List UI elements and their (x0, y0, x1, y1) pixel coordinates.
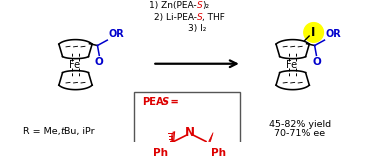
Text: I: I (311, 26, 315, 39)
Text: 1) Zn(PEA-: 1) Zn(PEA- (149, 1, 197, 10)
Text: S: S (197, 1, 203, 10)
Text: S: S (162, 97, 169, 107)
Text: N: N (185, 126, 195, 139)
Circle shape (304, 23, 324, 42)
Text: Fe: Fe (286, 60, 297, 70)
Text: =: = (167, 97, 178, 107)
Text: O: O (312, 57, 321, 67)
Text: OR: OR (325, 29, 341, 39)
Text: R = Me,: R = Me, (23, 127, 64, 136)
FancyBboxPatch shape (135, 92, 240, 153)
Text: Fe: Fe (69, 60, 80, 70)
Text: OR: OR (108, 29, 124, 39)
Polygon shape (209, 133, 213, 141)
Text: 3) I₂: 3) I₂ (188, 24, 206, 33)
Text: Ph: Ph (211, 148, 226, 157)
Text: )₂: )₂ (202, 1, 209, 10)
Text: t: t (60, 127, 64, 136)
Text: Ph: Ph (153, 148, 169, 157)
Text: Bu, iPr: Bu, iPr (64, 127, 94, 136)
Text: , THF: , THF (202, 13, 225, 22)
Text: O: O (95, 57, 104, 67)
Text: 2) Li-PEA-: 2) Li-PEA- (154, 13, 197, 22)
Text: PEA-: PEA- (142, 97, 167, 107)
Text: 45-82% yield: 45-82% yield (269, 120, 331, 129)
Text: 70-71% ee: 70-71% ee (274, 129, 325, 138)
Text: S: S (197, 13, 203, 22)
